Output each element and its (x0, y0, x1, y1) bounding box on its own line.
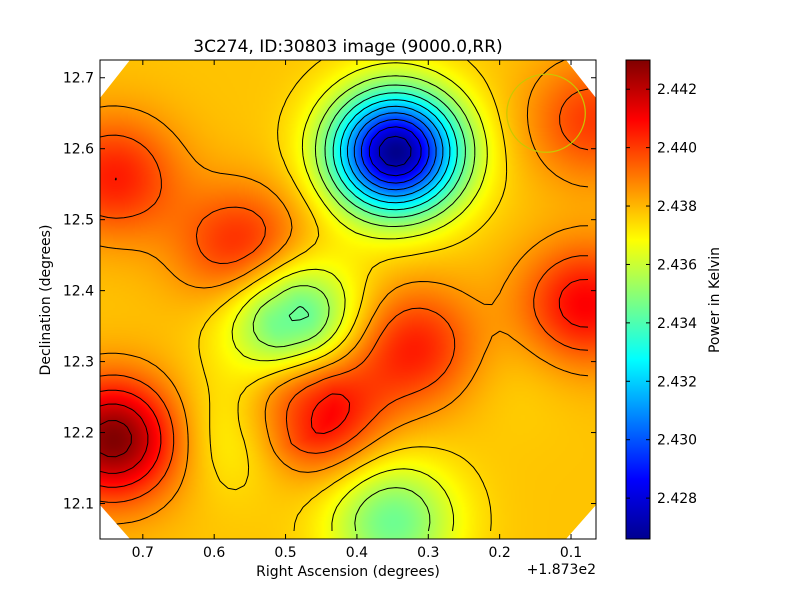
x-tick-label: 0.6 (203, 545, 225, 561)
colorbar-ticks: 2.428 2.430 2.432 2.434 2.436 2.438 2.440 2.442 (626, 82, 697, 507)
colorbar-tick-label: 2.428 (657, 491, 697, 507)
y-tick-label: 12.6 (63, 142, 94, 158)
x-axis-ticks: 0.7 0.6 0.5 0.4 0.3 0.2 0.1 (132, 60, 582, 561)
contour-line (346, 105, 444, 197)
contour-line (378, 135, 412, 167)
contour-line (288, 84, 466, 322)
contour-line (360, 118, 430, 184)
contour-lines (100, 60, 589, 532)
contour-line (231, 62, 488, 532)
contour-line (340, 99, 451, 204)
heatmap-image (100, 60, 596, 539)
x-tick-label: 0.4 (346, 545, 368, 561)
y-axis-ticks: 12.1 12.2 12.3 12.4 12.5 12.6 12.7 (63, 71, 596, 513)
y-tick-label: 12.3 (63, 355, 94, 371)
colorbar-tick-label: 2.434 (657, 316, 697, 332)
beam-circle (506, 73, 586, 153)
contour-line (368, 126, 422, 177)
colorbar-tick-label: 2.442 (657, 82, 697, 98)
contour-line (353, 112, 437, 191)
y-tick-label: 12.5 (63, 213, 94, 229)
heatmap-layer (100, 60, 596, 539)
colorbar-tick-label: 2.436 (657, 257, 697, 273)
contour-line (100, 420, 132, 458)
beam-circle-layer (506, 73, 586, 153)
x-tick-label: 0.2 (489, 545, 511, 561)
x-axis-offset: +1.873e2 (527, 562, 596, 578)
contour-line (100, 403, 149, 474)
colorbar-tick-label: 2.432 (657, 374, 697, 390)
x-axis-label: Right Ascension (degrees) (256, 564, 440, 580)
x-tick-label: 0.5 (274, 545, 296, 561)
chart-title: 3C274, ID:30803 image (9000.0,RR) (193, 37, 502, 57)
x-tick-label: 0.7 (132, 545, 154, 561)
y-tick-label: 12.2 (63, 426, 94, 442)
y-tick-label: 12.7 (63, 71, 94, 87)
colorbar-tick-label: 2.440 (657, 141, 697, 157)
contour-line (252, 75, 476, 532)
contour-line (332, 92, 458, 211)
y-axis-label: Declination (degrees) (38, 225, 54, 376)
colorbar-tick-label: 2.430 (657, 433, 697, 449)
y-tick-label: 12.4 (63, 284, 94, 300)
colorbar: 2.428 2.430 2.432 2.434 2.436 2.438 2.440 2.442… (625, 59, 723, 540)
colorbar-tick-label: 2.438 (657, 199, 697, 215)
contour-line (198, 60, 508, 532)
contour-line (100, 177, 589, 488)
y-tick-label: 12.1 (63, 497, 94, 513)
plot-frame (99, 59, 597, 540)
colorbar-gradient (625, 59, 651, 540)
x-tick-label: 0.1 (560, 545, 582, 561)
colorbar-label: Power in Kelvin (707, 247, 723, 353)
contour-line (100, 60, 589, 525)
x-tick-label: 0.3 (417, 545, 439, 561)
